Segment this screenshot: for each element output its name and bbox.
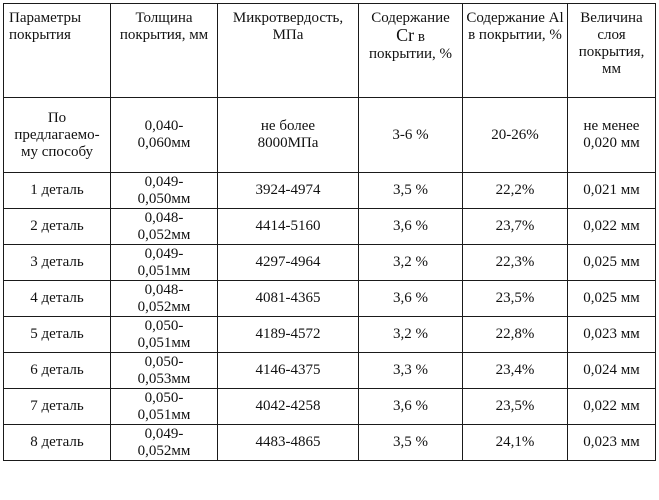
header-parameters: Параметры покрытия [4,4,111,98]
cell-line: 0,053мм [114,371,214,388]
header-row: Параметры покрытия Толщина покрытия, мм … [4,4,656,98]
cell-line: 0,020 мм [571,135,652,152]
cell-line: не менее [571,118,652,135]
cell-line: 0,060мм [114,135,214,152]
cell-layer-size: 0,025 мм [568,245,656,281]
header-cr-content: СодержаниеCr в покрытии, % [359,4,463,98]
cell-line: не более [221,118,355,135]
cell-layer-size: 0,022 мм [568,389,656,425]
method-row: По предлагаемо-му способу0,040-0,060ммне… [4,98,656,173]
cell-thickness: 0,040-0,060мм [111,98,218,173]
cell-line: 0,051мм [114,263,214,280]
cell-microhardness: 3924-4974 [218,173,359,209]
part-row: 5 деталь0,050-0,051мм4189-45723,2 %22,8%… [4,317,656,353]
cell-line: 0,050- [114,354,214,371]
cell-layer-size: не менее0,020 мм [568,98,656,173]
header-cr-word: Содержание [371,10,450,26]
cell-parameter: 5 деталь [4,317,111,353]
part-row: 4 деталь0,048-0,052мм4081-43653,6 %23,5%… [4,281,656,317]
cell-microhardness: 4146-4375 [218,353,359,389]
cell-microhardness: 4042-4258 [218,389,359,425]
cell-cr-content: 3,5 % [359,173,463,209]
cell-layer-size: 0,024 мм [568,353,656,389]
cell-line: 0,040- [114,118,214,135]
header-microhardness: Микротвердость, МПа [218,4,359,98]
cell-al-content: 22,3% [463,245,568,281]
cell-thickness: 0,050-0,051мм [111,317,218,353]
cell-microhardness: 4483-4865 [218,425,359,461]
cell-cr-content: 3,6 % [359,281,463,317]
cell-layer-size: 0,025 мм [568,281,656,317]
cell-parameter: 6 деталь [4,353,111,389]
cell-thickness: 0,049-0,050мм [111,173,218,209]
part-row: 2 деталь0,048-0,052мм4414-51603,6 %23,7%… [4,209,656,245]
cell-parameter: По предлагаемо-му способу [4,98,111,173]
cell-line: 0,050- [114,390,214,407]
part-row: 7 деталь0,050-0,051мм4042-42583,6 %23,5%… [4,389,656,425]
cell-cr-content: 3,6 % [359,389,463,425]
cell-line: 0,050- [114,318,214,335]
part-row: 8 деталь0,049-0,052мм4483-48653,5 %24,1%… [4,425,656,461]
cell-cr-content: 3,6 % [359,209,463,245]
header-thickness: Толщина покрытия, мм [111,4,218,98]
cell-line: 0,051мм [114,335,214,352]
cell-layer-size: 0,022 мм [568,209,656,245]
cell-microhardness: 4297-4964 [218,245,359,281]
cell-layer-size: 0,023 мм [568,425,656,461]
cell-parameter: 1 деталь [4,173,111,209]
cell-al-content: 20-26% [463,98,568,173]
cell-thickness: 0,048-0,052мм [111,209,218,245]
cell-line: 0,048- [114,282,214,299]
part-row: 1 деталь0,049-0,050мм3924-49743,5 %22,2%… [4,173,656,209]
cell-al-content: 22,8% [463,317,568,353]
cell-line: 0,049- [114,174,214,191]
cell-line: 0,049- [114,246,214,263]
cell-cr-content: 3,5 % [359,425,463,461]
cell-thickness: 0,050-0,051мм [111,389,218,425]
cell-line: 8000МПа [221,135,355,152]
cell-line: 0,049- [114,426,214,443]
cell-al-content: 23,7% [463,209,568,245]
cell-line: 0,052мм [114,443,214,460]
cell-thickness: 0,049-0,051мм [111,245,218,281]
coating-parameters-table: Параметры покрытия Толщина покрытия, мм … [3,3,656,461]
cell-line: 0,052мм [114,299,214,316]
cell-cr-content: 3,2 % [359,245,463,281]
header-al-content: Содержание Al в покрытии, % [463,4,568,98]
header-cr-symbol: Cr [396,25,414,45]
cell-al-content: 23,5% [463,389,568,425]
cell-al-content: 24,1% [463,425,568,461]
cell-parameter: 8 деталь [4,425,111,461]
cell-al-content: 23,4% [463,353,568,389]
cell-parameter: 7 деталь [4,389,111,425]
cell-microhardness: 4189-4572 [218,317,359,353]
cell-layer-size: 0,023 мм [568,317,656,353]
part-row: 6 деталь0,050-0,053мм4146-43753,3 %23,4%… [4,353,656,389]
cell-microhardness: 4081-4365 [218,281,359,317]
cell-cr-content: 3,3 % [359,353,463,389]
header-layer: Величина слоя покрытия, мм [568,4,656,98]
cell-line: 0,050мм [114,191,214,208]
cell-cr-content: 3,2 % [359,317,463,353]
cell-parameter: 4 деталь [4,281,111,317]
cell-line: 0,051мм [114,407,214,424]
cell-al-content: 23,5% [463,281,568,317]
cell-parameter: 3 деталь [4,245,111,281]
cell-thickness: 0,050-0,053мм [111,353,218,389]
cell-parameter: 2 деталь [4,209,111,245]
part-row: 3 деталь0,049-0,051мм4297-49643,2 %22,3%… [4,245,656,281]
cell-line: 0,052мм [114,227,214,244]
cell-microhardness: 4414-5160 [218,209,359,245]
cell-thickness: 0,048-0,052мм [111,281,218,317]
cell-line: 0,048- [114,210,214,227]
cell-al-content: 22,2% [463,173,568,209]
cell-thickness: 0,049-0,052мм [111,425,218,461]
cell-cr-content: 3-6 % [359,98,463,173]
cell-layer-size: 0,021 мм [568,173,656,209]
cell-microhardness: не более8000МПа [218,98,359,173]
